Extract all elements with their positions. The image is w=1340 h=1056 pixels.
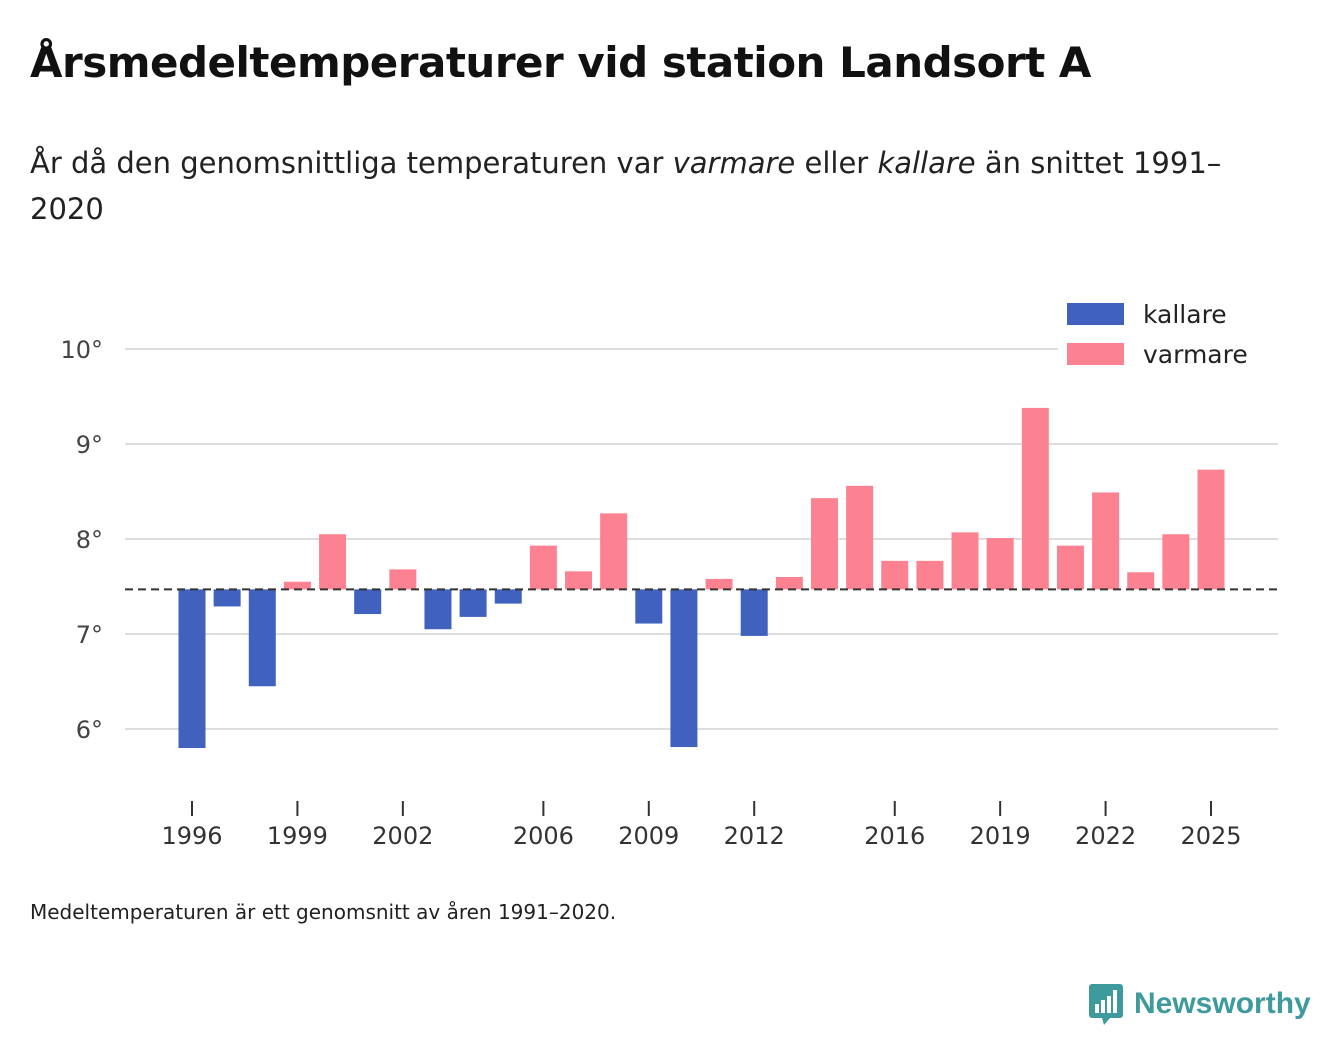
legend-swatch-varmare[interactable] — [1067, 343, 1124, 365]
bar-2022-varmare[interactable] — [1092, 492, 1120, 590]
x-tick-label: 2022 — [1075, 822, 1136, 850]
bar-1996-kallare[interactable] — [178, 589, 206, 748]
bar-2024-varmare[interactable] — [1162, 534, 1190, 590]
bar-2013-varmare[interactable] — [775, 577, 803, 590]
footnote: Medeltemperaturen är ett genomsnitt av å… — [30, 900, 617, 924]
subtitle-prefix: År då den genomsnittliga temperaturen va… — [30, 146, 673, 180]
bar-2021-varmare[interactable] — [1056, 545, 1084, 590]
newsworthy-brand[interactable]: Newsworthy — [1088, 982, 1311, 1026]
bar-2025-varmare[interactable] — [1197, 469, 1225, 590]
x-tick-label: 1996 — [161, 822, 222, 850]
bar-2009-kallare[interactable] — [635, 589, 663, 624]
x-tick-label: 2016 — [864, 822, 925, 850]
subtitle-cold-word: kallare — [877, 146, 976, 180]
subtitle-warm-word: varmare — [672, 146, 796, 180]
bar-2016-varmare[interactable] — [881, 560, 909, 590]
x-tick-label: 2002 — [372, 822, 433, 850]
x-tick-label: 2012 — [724, 822, 785, 850]
bar-1997-kallare[interactable] — [213, 589, 241, 607]
x-tick-label: 2009 — [618, 822, 679, 850]
bar-2020-varmare[interactable] — [1021, 407, 1049, 590]
bar-2010-kallare[interactable] — [670, 589, 698, 748]
y-axis-labels: 6° 7° 8° 9° 10° — [60, 336, 103, 744]
gridlines — [125, 348, 1278, 730]
legend-label-kallare[interactable]: kallare — [1143, 300, 1227, 329]
bar-2023-varmare[interactable] — [1127, 572, 1155, 590]
bar-2005-kallare[interactable] — [494, 589, 522, 604]
bars — [178, 407, 1225, 748]
y-tick-label: 7° — [76, 621, 103, 649]
temperature-bar-chart: 6° 7° 8° 9° 10° 1996 1999 2002 2006 2009 2012 2016… — [60, 296, 1280, 850]
bar-2004-kallare[interactable] — [459, 589, 487, 617]
y-tick-label: 10° — [60, 336, 103, 364]
legend-swatch-kallare[interactable] — [1067, 303, 1124, 325]
bar-2014-varmare[interactable] — [810, 498, 838, 590]
chart-title: Årsmedeltemperaturer vid station Landsor… — [30, 38, 1091, 87]
subtitle-suffix: än snittet 1991–2020 — [30, 146, 1222, 226]
bar-2002-varmare[interactable] — [389, 569, 417, 590]
bar-2017-varmare[interactable] — [916, 560, 944, 590]
legend: kallare varmare — [1058, 296, 1280, 382]
x-tick-label: 2025 — [1180, 822, 1241, 850]
bar-2008-varmare[interactable] — [600, 513, 628, 590]
subtitle-middle: eller — [795, 146, 878, 180]
brand-name: Newsworthy — [1134, 987, 1311, 1020]
y-tick-label: 6° — [76, 716, 103, 744]
legend-label-varmare[interactable]: varmare — [1143, 340, 1248, 369]
bar-2003-kallare[interactable] — [424, 589, 452, 630]
bar-2006-varmare[interactable] — [529, 545, 557, 590]
x-tick-label: 2019 — [970, 822, 1031, 850]
bar-2011-varmare[interactable] — [705, 578, 733, 590]
x-axis-ticks: 1996 1999 2002 2006 2009 2012 2016 2019 2022 2025 — [161, 801, 1242, 850]
x-tick-label: 1999 — [267, 822, 328, 850]
bar-1998-kallare[interactable] — [248, 589, 276, 687]
y-tick-label: 9° — [76, 431, 103, 459]
bar-2007-varmare[interactable] — [565, 571, 593, 590]
bar-2001-kallare[interactable] — [354, 589, 382, 615]
y-tick-label: 8° — [76, 526, 103, 554]
bar-2000-varmare[interactable] — [319, 534, 347, 590]
x-tick-label: 2006 — [513, 822, 574, 850]
bar-2012-kallare[interactable] — [740, 589, 768, 636]
bar-1999-varmare[interactable] — [283, 581, 311, 590]
bar-2019-varmare[interactable] — [986, 538, 1014, 590]
bar-2018-varmare[interactable] — [951, 532, 979, 590]
bar-2015-varmare[interactable] — [846, 485, 874, 590]
newsworthy-logo-icon — [1089, 984, 1123, 1025]
chart-subtitle: År då den genomsnittliga temperaturen va… — [30, 140, 1230, 232]
